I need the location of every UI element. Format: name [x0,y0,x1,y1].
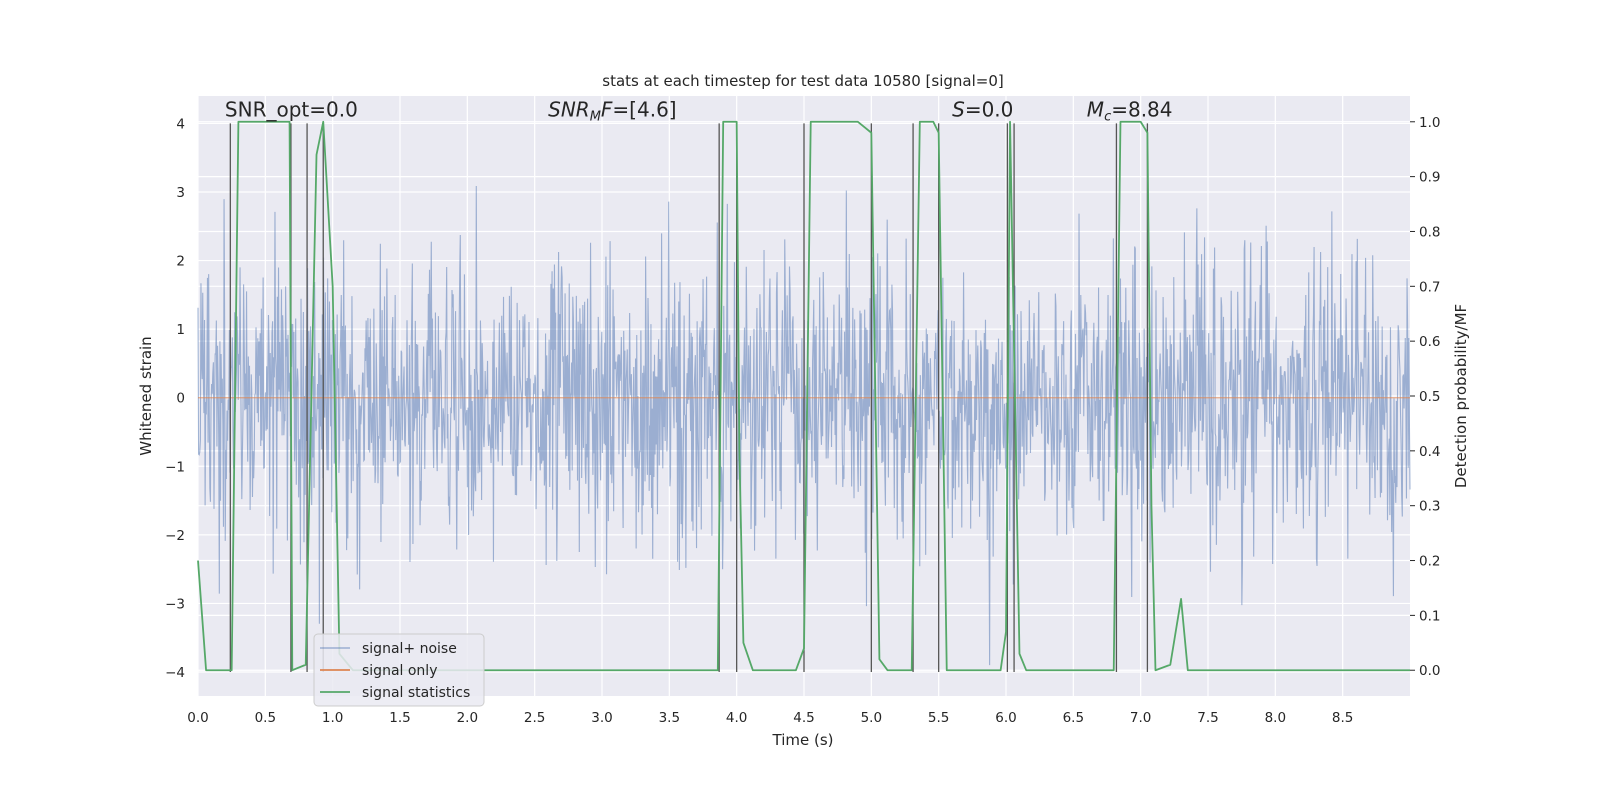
y-tick-label: −1 [165,459,185,475]
x-tick-label: 1.0 [322,710,343,726]
y-right-tick-label: 0.4 [1419,444,1440,460]
y-right-tick-label: 0.3 [1419,499,1440,515]
annotation-text: S=0.0 [952,98,1013,122]
legend-label: signal only [362,663,437,679]
y-axis-ticks: 4 3 2 1 0 −1 −2 −3 −4 [165,116,185,681]
x-tick-label: 6.0 [995,710,1016,726]
x-tick-label: 0.5 [255,710,276,726]
y-tick-label: 3 [176,185,185,201]
y-tick-label: 2 [176,254,185,270]
x-axis-ticks: 0.0 0.5 1.0 1.5 2.0 2.5 3.0 3.5 4.0 4.5 5.0 5.5 6.0 6… [187,710,1353,726]
annotation-text: SNR_opt=0.0 [225,98,358,122]
legend-label: signal+ noise [362,641,457,657]
annotation-part: M [590,110,601,125]
x-tick-label: 2.5 [524,710,545,726]
legend: signal+ noise signal only signal statistic… [313,633,485,707]
x-tick-label: 7.5 [1197,710,1218,726]
y-right-tick-label: 1.0 [1419,115,1440,131]
y-right-tick-label: 0.9 [1419,170,1440,186]
y-axis-label: Whitened strain [137,336,155,455]
x-tick-label: 8.0 [1265,710,1286,726]
y-tick-label: −2 [165,528,185,544]
x-tick-label: 5.5 [928,710,949,726]
y-right-tick-label: 0.1 [1419,608,1440,624]
annotation-part: M [1087,98,1104,122]
y-right-tick-label: 0.6 [1419,334,1440,350]
x-tick-label: 7.0 [1130,710,1151,726]
x-tick-label: 4.5 [793,710,814,726]
y-right-tick-label: 0.5 [1419,389,1440,405]
x-tick-label: 2.0 [457,710,478,726]
x-tick-label: 1.5 [389,710,410,726]
chart-title: stats at each timestep for test data 105… [602,72,1003,90]
x-tick-label: 0.0 [187,710,208,726]
y-right-axis-ticks: 1.0 0.9 0.8 0.7 0.6 0.5 0.4 0.3 0.2 0.1 0.0 [1410,115,1440,679]
annotation-part: SNR [548,98,590,122]
annotation-part: F [601,98,613,122]
legend-label: signal statistics [362,685,470,701]
series-signal-statistics [197,120,1410,672]
legend-box [313,633,485,707]
y-tick-label: 4 [176,116,185,132]
y-right-tick-label: 0.8 [1419,224,1440,240]
x-tick-label: 3.5 [659,710,680,726]
annotation-part: =[4.6] [612,98,676,122]
y-tick-label: −4 [165,665,185,681]
y-tick-label: −3 [165,596,185,612]
annotation-part: SNR_opt=0.0 [225,98,358,122]
x-tick-label: 3.0 [591,710,612,726]
x-axis-label: Time (s) [772,731,834,749]
annotation-text: Mc=8.84 [1087,98,1173,125]
annotation-text: SNRMF=[4.6] [548,98,676,125]
annotation-part: S [952,98,965,122]
x-tick-label: 5.0 [861,710,882,726]
annotation-part: =8.84 [1111,98,1172,122]
y-tick-label: 0 [176,391,185,407]
x-tick-label: 4.0 [726,710,747,726]
x-tick-label: 8.5 [1332,710,1353,726]
statistics-line [197,120,1410,672]
annotations: SNR_opt=0.0 SNRMF=[4.6] S=0.0 Mc=8.84 [225,98,1173,125]
y-right-axis-label: Detection probability/MF [1452,304,1470,488]
y-tick-label: 1 [176,322,185,338]
annotation-part: c [1104,110,1111,125]
x-tick-label: 6.5 [1063,710,1084,726]
annotation-part: =0.0 [965,98,1014,122]
y-right-tick-label: 0.2 [1419,554,1440,570]
y-right-tick-label: 0.0 [1419,663,1440,679]
y-right-tick-label: 0.7 [1419,279,1440,295]
